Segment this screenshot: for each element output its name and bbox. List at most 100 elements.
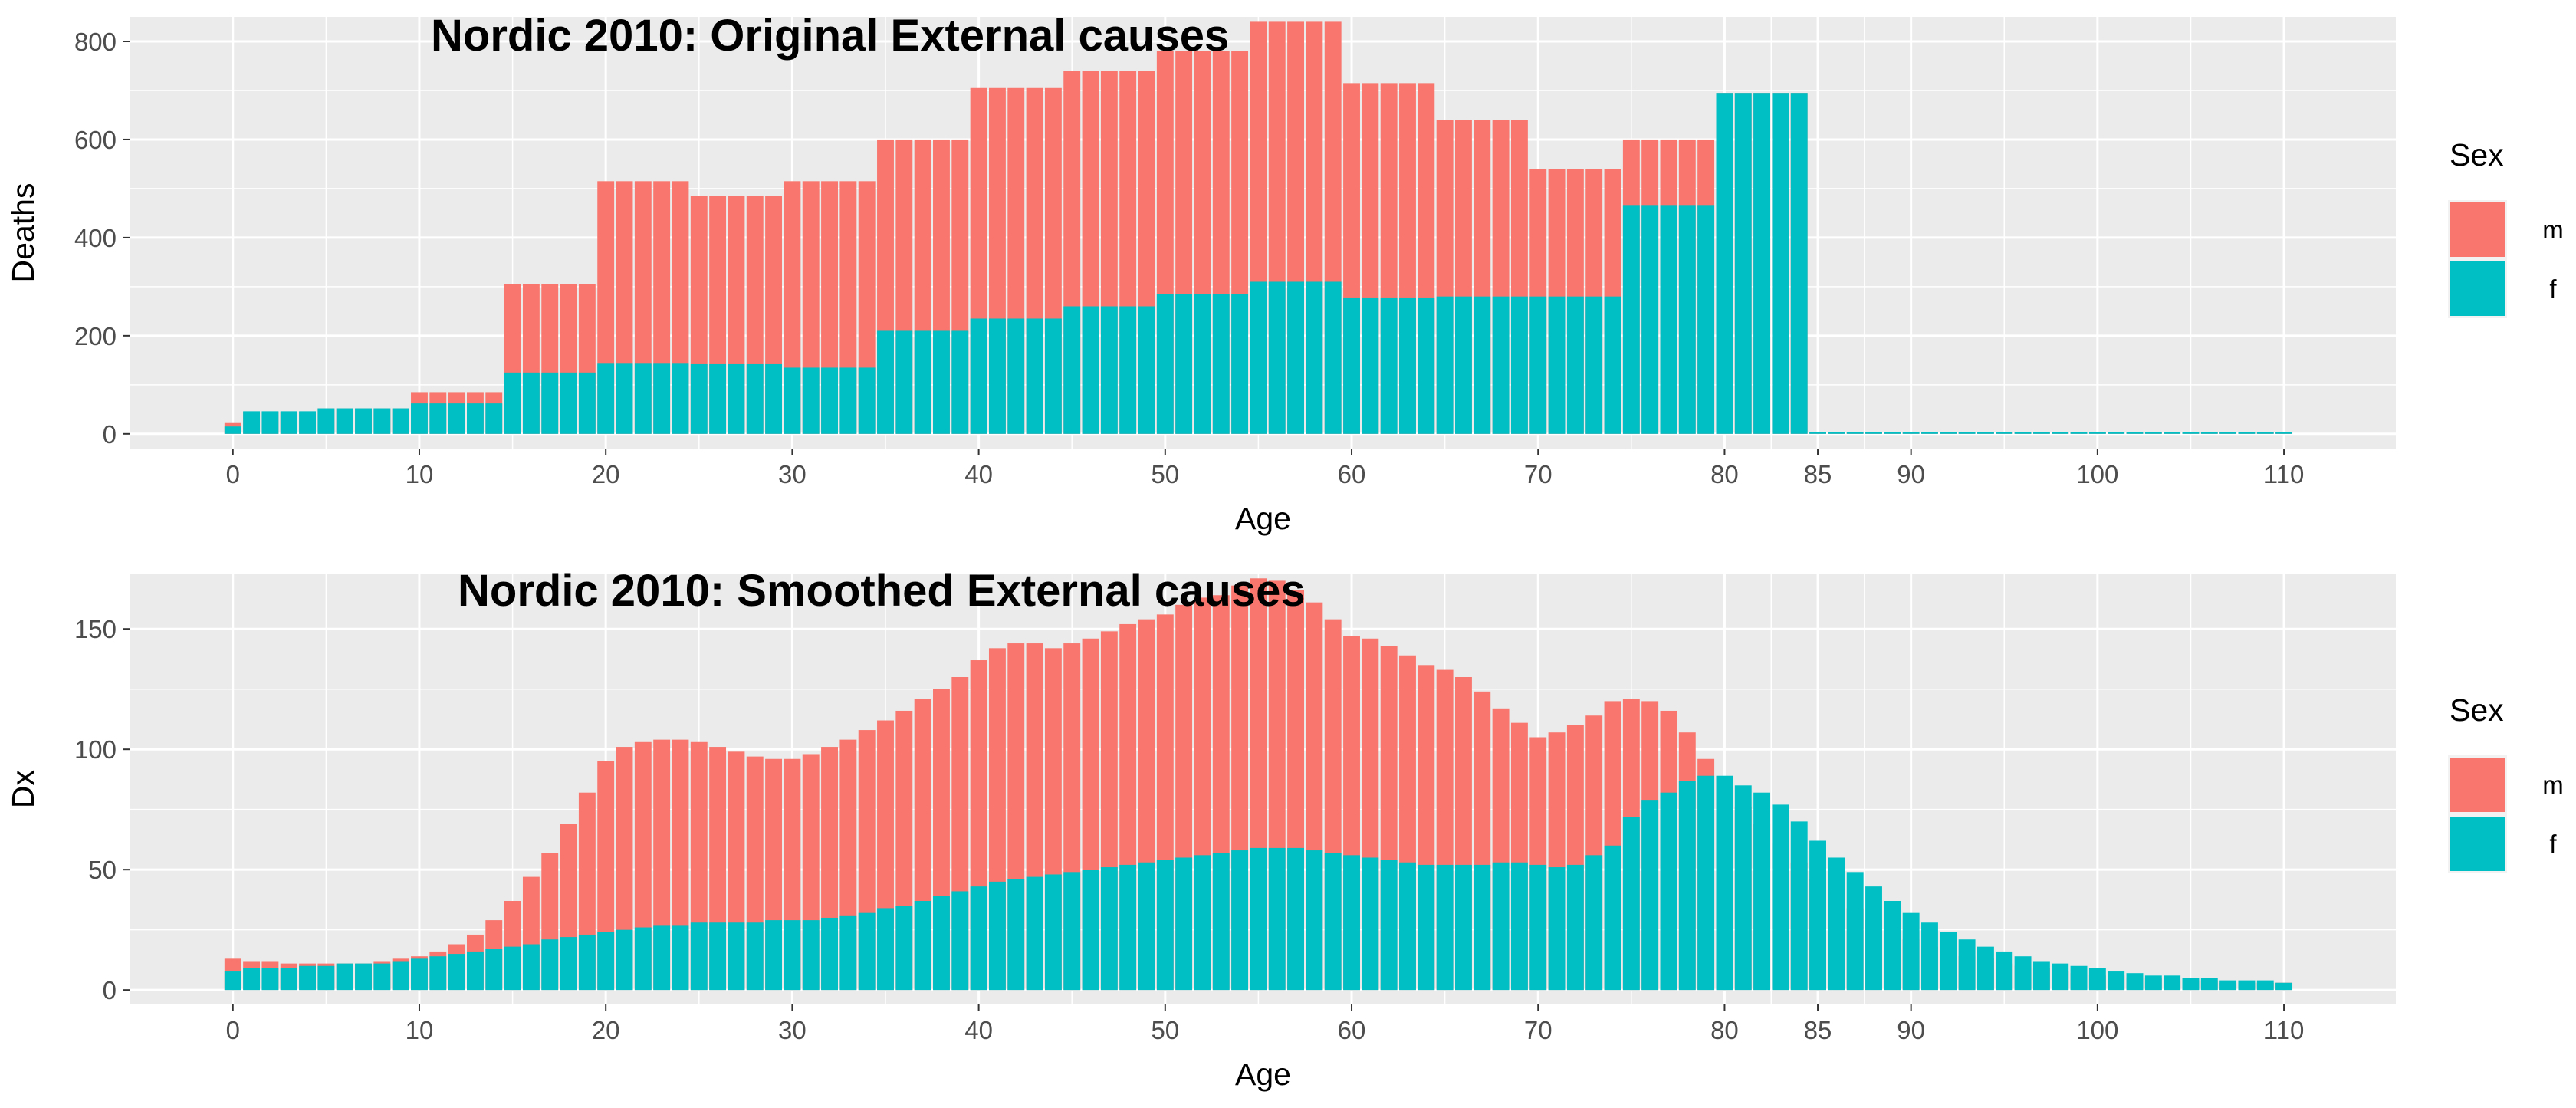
- bar-f-age-110: [2275, 432, 2293, 434]
- bar-f-age-48: [1119, 306, 1137, 434]
- x-axis-label: Age: [1235, 1057, 1291, 1092]
- bar-f-age-35: [877, 330, 894, 434]
- bar-f-age-65: [1436, 296, 1454, 434]
- bar-f-age-58: [1306, 281, 1323, 434]
- bar-f-age-106: [2200, 978, 2218, 991]
- bar-f-age-28: [746, 363, 764, 434]
- bar-f-age-59: [1324, 853, 1342, 991]
- x-tick-label: 100: [2076, 1016, 2118, 1044]
- bar-f-age-49: [1138, 306, 1155, 434]
- chart-panel-1: 0 10 20 30 40 50 60 70 80 85 90 100 110 0 200 400 600 800…: [5, 11, 2564, 536]
- bar-f-age-52: [1194, 294, 1211, 434]
- bar-f-age-85: [1809, 432, 1826, 434]
- bar-f-age-21: [616, 363, 633, 434]
- bar-f-age-80: [1716, 775, 1733, 991]
- x-tick-label: 20: [592, 1016, 620, 1044]
- legend-label-f: f: [2549, 830, 2557, 858]
- bar-f-age-43: [1026, 318, 1043, 434]
- x-tick-label: 100: [2076, 460, 2118, 488]
- y-tick-label: 800: [74, 28, 117, 56]
- bar-f-age-98: [2052, 432, 2069, 434]
- bar-f-age-17: [541, 939, 559, 991]
- bar-f-age-44: [1044, 318, 1062, 434]
- bar-f-age-66: [1455, 864, 1472, 991]
- legend-title: Sex: [2450, 137, 2504, 173]
- bar-f-age-100: [2088, 968, 2106, 991]
- bar-f-age-33: [840, 367, 857, 434]
- y-tick-label: 0: [103, 420, 117, 449]
- bar-f-age-9: [392, 408, 409, 434]
- bar-f-age-101: [2108, 432, 2125, 434]
- bar-f-age-95: [1996, 432, 2013, 434]
- bar-f-age-49: [1138, 862, 1155, 991]
- bar-f-age-12: [448, 954, 465, 991]
- bar-f-age-6: [336, 408, 353, 434]
- bar-f-age-56: [1268, 847, 1286, 991]
- bar-f-age-69: [1510, 296, 1528, 434]
- bar-f-age-36: [895, 906, 913, 991]
- x-axis-label: Age: [1235, 501, 1291, 536]
- bar-f-age-103: [2144, 432, 2162, 434]
- bar-f-age-66: [1455, 296, 1472, 434]
- bar-f-age-105: [2182, 432, 2200, 434]
- bar-f-age-62: [1380, 297, 1398, 434]
- bar-f-age-104: [2164, 975, 2181, 991]
- bar-f-age-37: [914, 900, 932, 991]
- bar-f-age-102: [2126, 973, 2144, 991]
- bar-f-age-63: [1399, 297, 1416, 434]
- bar-f-age-29: [765, 363, 783, 434]
- x-tick-label: 50: [1151, 460, 1179, 488]
- y-tick-label: 400: [74, 224, 117, 252]
- bar-f-age-11: [429, 956, 447, 991]
- bar-f-age-78: [1678, 205, 1696, 434]
- bar-f-age-44: [1044, 874, 1062, 991]
- x-tick-label: 50: [1151, 1016, 1179, 1044]
- bar-f-age-87: [1846, 872, 1864, 991]
- bar-f-age-103: [2144, 975, 2162, 991]
- bar-f-age-72: [1566, 296, 1584, 434]
- bar-f-age-73: [1585, 855, 1603, 991]
- bar-f-age-76: [1641, 205, 1659, 434]
- bar-f-age-63: [1399, 862, 1416, 991]
- bar-f-age-55: [1250, 281, 1267, 434]
- bar-f-age-17: [541, 372, 559, 434]
- bar-f-age-96: [2014, 432, 2032, 434]
- bar-f-age-45: [1063, 306, 1081, 434]
- bar-f-age-99: [2070, 965, 2088, 991]
- x-tick-label: 0: [226, 1016, 240, 1044]
- chart-title: Nordic 2010: Original External causes: [431, 11, 1229, 61]
- bar-f-age-14: [485, 949, 503, 991]
- bar-f-age-54: [1231, 850, 1249, 991]
- x-tick-label: 40: [964, 1016, 993, 1044]
- bar-f-age-34: [858, 912, 876, 991]
- x-tick-label: 110: [2264, 460, 2305, 488]
- bar-f-age-109: [2256, 980, 2274, 991]
- x-tick-label: 110: [2264, 1016, 2305, 1044]
- bar-f-age-39: [951, 330, 969, 434]
- bar-m-age-21: [616, 747, 633, 991]
- bar-f-age-87: [1846, 432, 1864, 434]
- x-tick-label: 70: [1524, 460, 1552, 488]
- bar-f-age-6: [336, 963, 353, 991]
- bar-f-age-110: [2275, 982, 2293, 991]
- x-tick-label: 60: [1338, 1016, 1366, 1044]
- bar-f-age-22: [634, 363, 652, 434]
- bar-f-age-9: [392, 961, 409, 991]
- bar-f-age-94: [1976, 432, 1994, 434]
- bar-f-age-24: [672, 925, 689, 991]
- bar-f-age-26: [709, 922, 727, 991]
- bar-f-age-50: [1156, 860, 1174, 991]
- bar-f-age-92: [1940, 932, 1957, 991]
- bar-f-age-30: [784, 367, 801, 434]
- y-tick-label: 100: [74, 735, 117, 764]
- bar-f-age-41: [988, 318, 1006, 434]
- bar-f-age-0: [224, 971, 242, 991]
- bar-f-age-91: [1921, 432, 1938, 434]
- bar-f-age-2: [261, 411, 279, 434]
- bar-f-age-45: [1063, 872, 1081, 991]
- bar-f-age-67: [1474, 864, 1491, 991]
- y-tick-label: 150: [74, 615, 117, 643]
- bar-f-age-84: [1790, 821, 1808, 991]
